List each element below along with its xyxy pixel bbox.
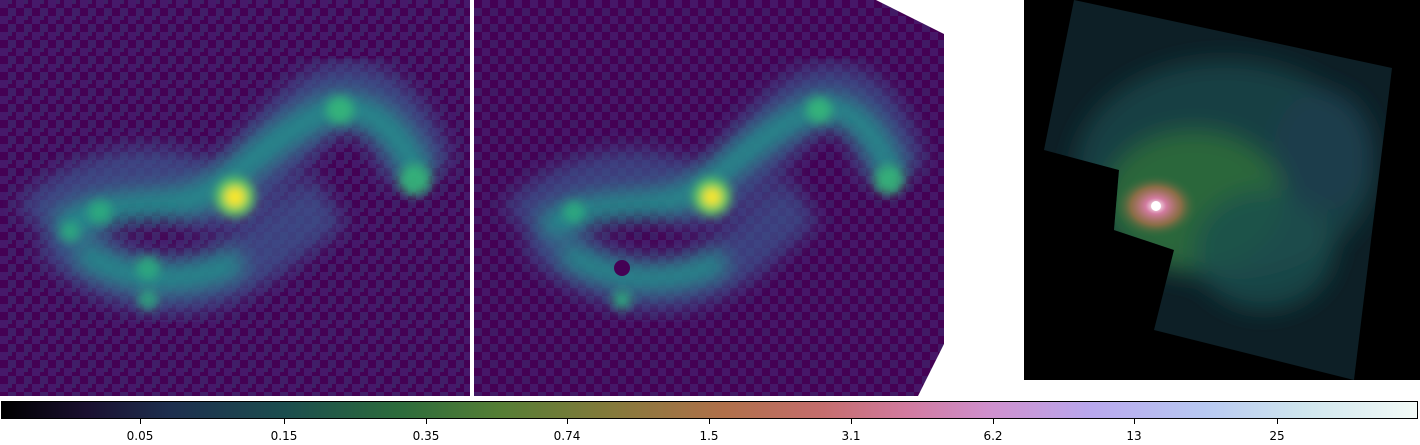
intensity-map-left xyxy=(0,0,470,396)
colorbar-tick-label: 0.74 xyxy=(553,429,581,443)
colorbar-tick-label: 0.15 xyxy=(270,429,298,443)
colorbar-tick-mark xyxy=(1277,419,1278,424)
intensity-map-left-image xyxy=(0,0,470,396)
intensity-map-middle xyxy=(474,0,946,396)
colorbar-tick-mark xyxy=(426,419,427,424)
colorbar-tick-label: 0.35 xyxy=(412,429,440,443)
colorbar-tick-mark xyxy=(140,419,141,424)
colorbar: 0.05 0.15 0.35 0.74 1.5 3.1 6.2 13 25 xyxy=(0,401,1420,445)
colorbar-tick-mark xyxy=(709,419,710,424)
colorbar-tick-mark xyxy=(284,419,285,424)
galaxy-image-right-image xyxy=(1044,0,1392,380)
colorbar-tick-mark xyxy=(993,419,994,424)
colorbar-tick-label: 3.1 xyxy=(841,429,861,443)
colorbar-tick-mark xyxy=(851,419,852,424)
colorbar-tick-label: 0.05 xyxy=(126,429,154,443)
galaxy-image-right xyxy=(1024,0,1420,380)
colorbar-tick-label: 25 xyxy=(1269,429,1285,443)
colorbar-tick-label: 6.2 xyxy=(983,429,1003,443)
colorbar-tick-label: 1.5 xyxy=(699,429,719,443)
colorbar-tick-mark xyxy=(567,419,568,424)
colorbar-tick-label: 13 xyxy=(1126,429,1142,443)
colorbar-tick-mark xyxy=(1134,419,1135,424)
colorbar-gradient xyxy=(1,401,1418,419)
intensity-map-middle-image xyxy=(474,0,944,396)
